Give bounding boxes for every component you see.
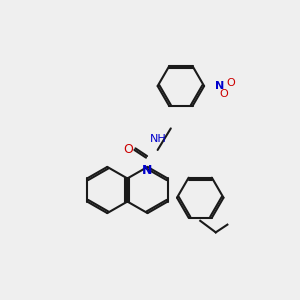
Text: N: N: [215, 81, 224, 91]
Text: N: N: [142, 164, 153, 177]
Text: O: O: [123, 143, 133, 157]
Text: O: O: [226, 78, 235, 88]
Text: O: O: [219, 89, 228, 99]
Text: NH: NH: [150, 134, 166, 144]
